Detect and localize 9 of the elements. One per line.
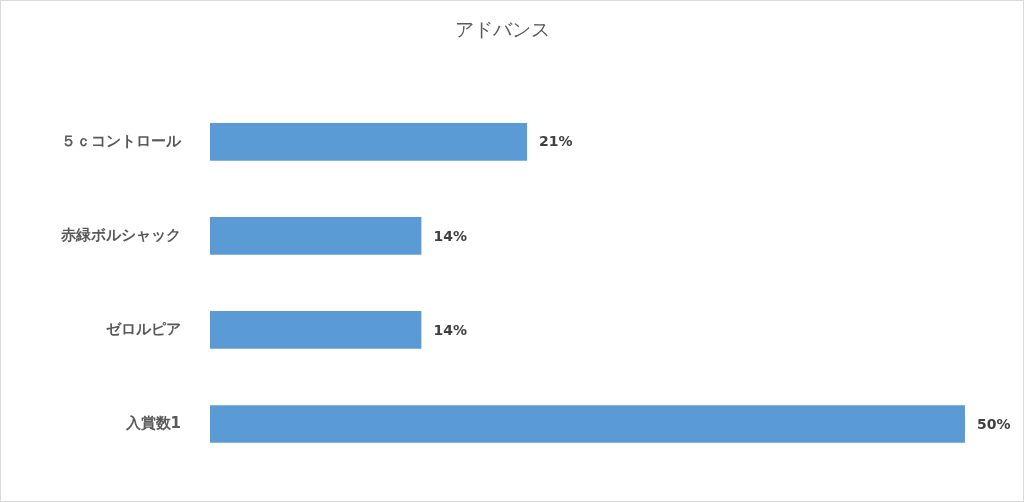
data-label: 14% <box>433 321 467 338</box>
y-tick-label: 赤緑ボルシャック <box>60 225 181 244</box>
chart-title: アドバンス <box>455 18 550 41</box>
y-tick-label: ５ｃコントロール <box>61 131 182 150</box>
y-tick-label: 入賞数1 <box>124 413 181 432</box>
data-label: 21% <box>539 133 573 150</box>
data-label: 50% <box>977 415 1011 432</box>
y-tick-label: ゼロルピア <box>106 319 181 338</box>
data-label: 14% <box>433 227 467 244</box>
